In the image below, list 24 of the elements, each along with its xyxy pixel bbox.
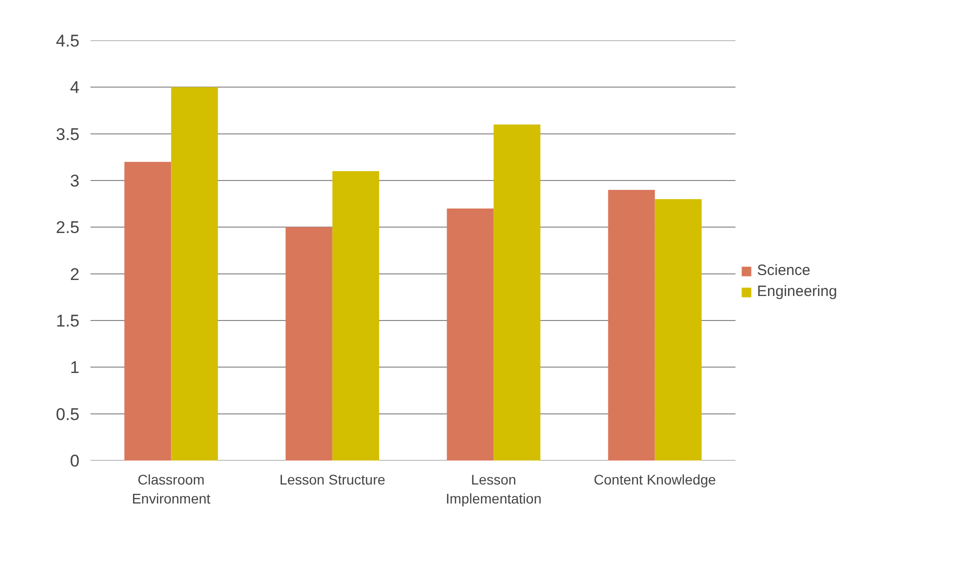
bar: [332, 171, 380, 460]
x-tick-label: Lesson Structure: [279, 472, 386, 488]
x-tick-label: Content Knowledge: [594, 472, 716, 488]
y-tick-label: 2.5: [56, 218, 80, 238]
y-tick-label: 1.5: [56, 312, 80, 330]
y-tick-label: 0.5: [56, 404, 80, 424]
bar: [124, 162, 172, 460]
y-tick-label: 0: [70, 452, 80, 470]
y-tick-label: 4: [70, 78, 80, 98]
legend-label: Engineering: [757, 283, 838, 300]
y-tick-label: 4.5: [56, 32, 80, 50]
legend-label: Science: [757, 262, 810, 279]
y-tick-label: 3.5: [56, 124, 80, 144]
x-tick-label: Lesson Implementation: [446, 472, 542, 507]
bar: [171, 87, 218, 460]
bar: [286, 227, 332, 460]
x-tick-label: Classroom Environment: [132, 472, 211, 507]
bar: [446, 208, 494, 460]
y-tick-label: 3: [70, 172, 80, 190]
y-tick-label: 2: [70, 264, 80, 284]
bar: [654, 199, 702, 460]
bar: [494, 124, 540, 460]
bar: [608, 190, 655, 460]
y-tick-label: 1: [70, 358, 80, 378]
